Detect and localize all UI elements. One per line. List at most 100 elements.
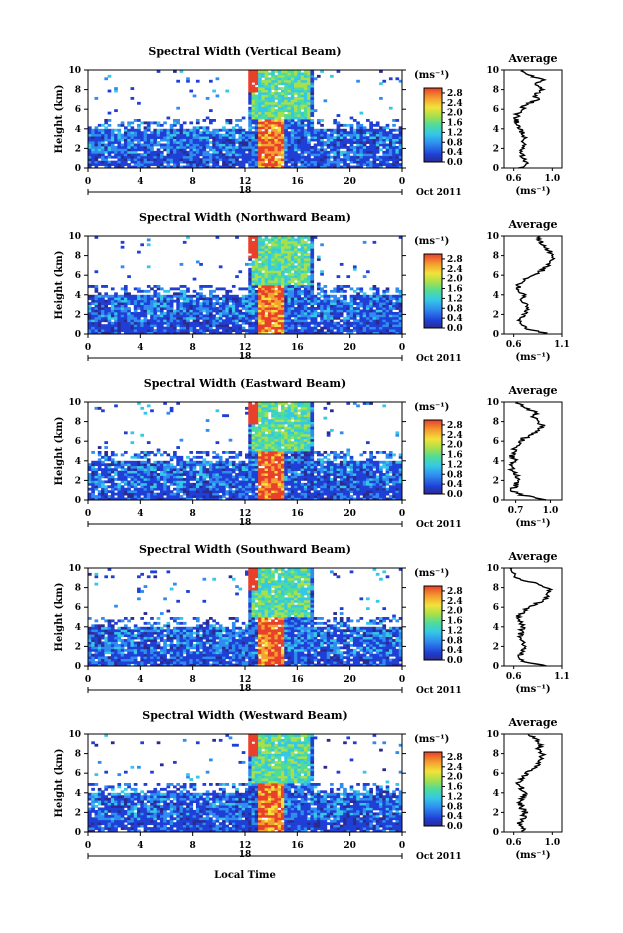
heatmap-cell [95, 148, 99, 151]
heatmap-cell [131, 473, 135, 476]
heatmap-cell [261, 258, 265, 261]
heatmap-cell [392, 314, 396, 317]
heatmap-cell [258, 302, 262, 305]
heatmap-cell [356, 327, 360, 330]
heatmap-cell [114, 163, 118, 166]
profile-y-tick-label: 0 [493, 330, 499, 340]
heatmap-cell [104, 493, 108, 496]
heatmap-cell [176, 471, 180, 474]
heatmap-cell [140, 485, 144, 488]
heatmap-cell [114, 329, 118, 332]
heatmap-cell [176, 468, 180, 471]
heatmap-cell [153, 121, 157, 124]
heatmap-cell [219, 148, 223, 151]
heatmap-cell [301, 270, 305, 273]
heatmap-cell [337, 124, 341, 127]
heatmap-cell [137, 148, 141, 151]
heatmap-cell [95, 407, 99, 410]
heatmap-cell [176, 144, 180, 147]
heatmap-cell [386, 131, 390, 134]
heatmap-cell [291, 163, 295, 166]
heatmap-cell [271, 253, 275, 256]
heatmap-cell [95, 310, 99, 313]
heatmap-cell [219, 480, 223, 483]
heatmap-cell [95, 483, 99, 486]
heatmap-cell [268, 139, 272, 142]
heatmap-cell [121, 146, 125, 149]
heatmap-cell [284, 305, 288, 308]
heatmap-cell [294, 75, 298, 78]
heatmap-cell [284, 251, 288, 254]
heatmap-cell [222, 287, 226, 290]
heatmap-cell [310, 121, 314, 124]
y-tick-label: 2 [75, 144, 81, 154]
heatmap-cell [366, 148, 370, 151]
heatmap-cell [307, 102, 311, 105]
heatmap-cell [176, 476, 180, 479]
heatmap-cell [117, 319, 121, 322]
heatmap-cell [320, 243, 324, 246]
heatmap-cell [235, 148, 239, 151]
colorbar-tick-label: 2.8 [447, 89, 463, 99]
heatmap-cell [284, 256, 288, 259]
heatmap-cell [373, 295, 377, 298]
heatmap-cell [297, 263, 301, 266]
heatmap-cell [117, 144, 121, 147]
heatmap-cell [176, 314, 180, 317]
heatmap-cell [163, 461, 167, 464]
heatmap-cell [131, 324, 135, 327]
heatmap-cell [301, 119, 305, 122]
heatmap-cell [209, 327, 213, 330]
heatmap-cell [199, 451, 203, 454]
heatmap-cell [206, 493, 210, 496]
heatmap-cell [281, 72, 285, 75]
heatmap-cell [297, 99, 301, 102]
heatmap-cell [343, 136, 347, 139]
heatmap-cell [252, 161, 256, 164]
heatmap-cell [382, 302, 386, 305]
heatmap-cell [232, 463, 236, 466]
heatmap-cell [265, 77, 269, 80]
heatmap-cell [346, 163, 350, 166]
heatmap-cell [294, 144, 298, 147]
heatmap-cell [235, 305, 239, 308]
heatmap-cell [346, 324, 350, 327]
heatmap-cell [229, 463, 233, 466]
heatmap-cell [232, 456, 236, 459]
heatmap-cell [121, 153, 125, 156]
heatmap-cell [310, 314, 314, 317]
heatmap-cell [98, 131, 102, 134]
heatmap-cell [369, 151, 373, 154]
heatmap-cell [284, 300, 288, 303]
heatmap-cell [196, 314, 200, 317]
heatmap-cell [288, 248, 292, 251]
heatmap-cell [91, 297, 95, 300]
heatmap-cell [196, 480, 200, 483]
heatmap-cell [268, 302, 272, 305]
heatmap-cell [216, 319, 220, 322]
heatmap-cell [340, 312, 344, 315]
heatmap-cell [104, 295, 108, 298]
profile-x-tick-label: 0.6 [506, 340, 522, 350]
heatmap-cell [127, 131, 131, 134]
heatmap-cell [101, 310, 105, 313]
heatmap-cell [255, 314, 259, 317]
heatmap-cell [127, 121, 131, 124]
heatmap-cell [137, 466, 141, 469]
heatmap-cell [261, 319, 265, 322]
heatmap-cell [91, 310, 95, 313]
heatmap-cell [189, 129, 193, 132]
heatmap-cell [153, 144, 157, 147]
heatmap-cell [170, 126, 174, 129]
heatmap-cell [363, 275, 367, 278]
heatmap-cell [379, 329, 383, 332]
heatmap-cell [206, 129, 210, 132]
heatmap-cell [369, 153, 373, 156]
heatmap-cell [346, 327, 350, 330]
heatmap-cell [291, 290, 295, 293]
heatmap-cell [242, 158, 246, 161]
heatmap-cell [140, 148, 144, 151]
heatmap-cell [216, 317, 220, 320]
heatmap-cell [183, 136, 187, 139]
heatmap-cell [209, 493, 213, 496]
